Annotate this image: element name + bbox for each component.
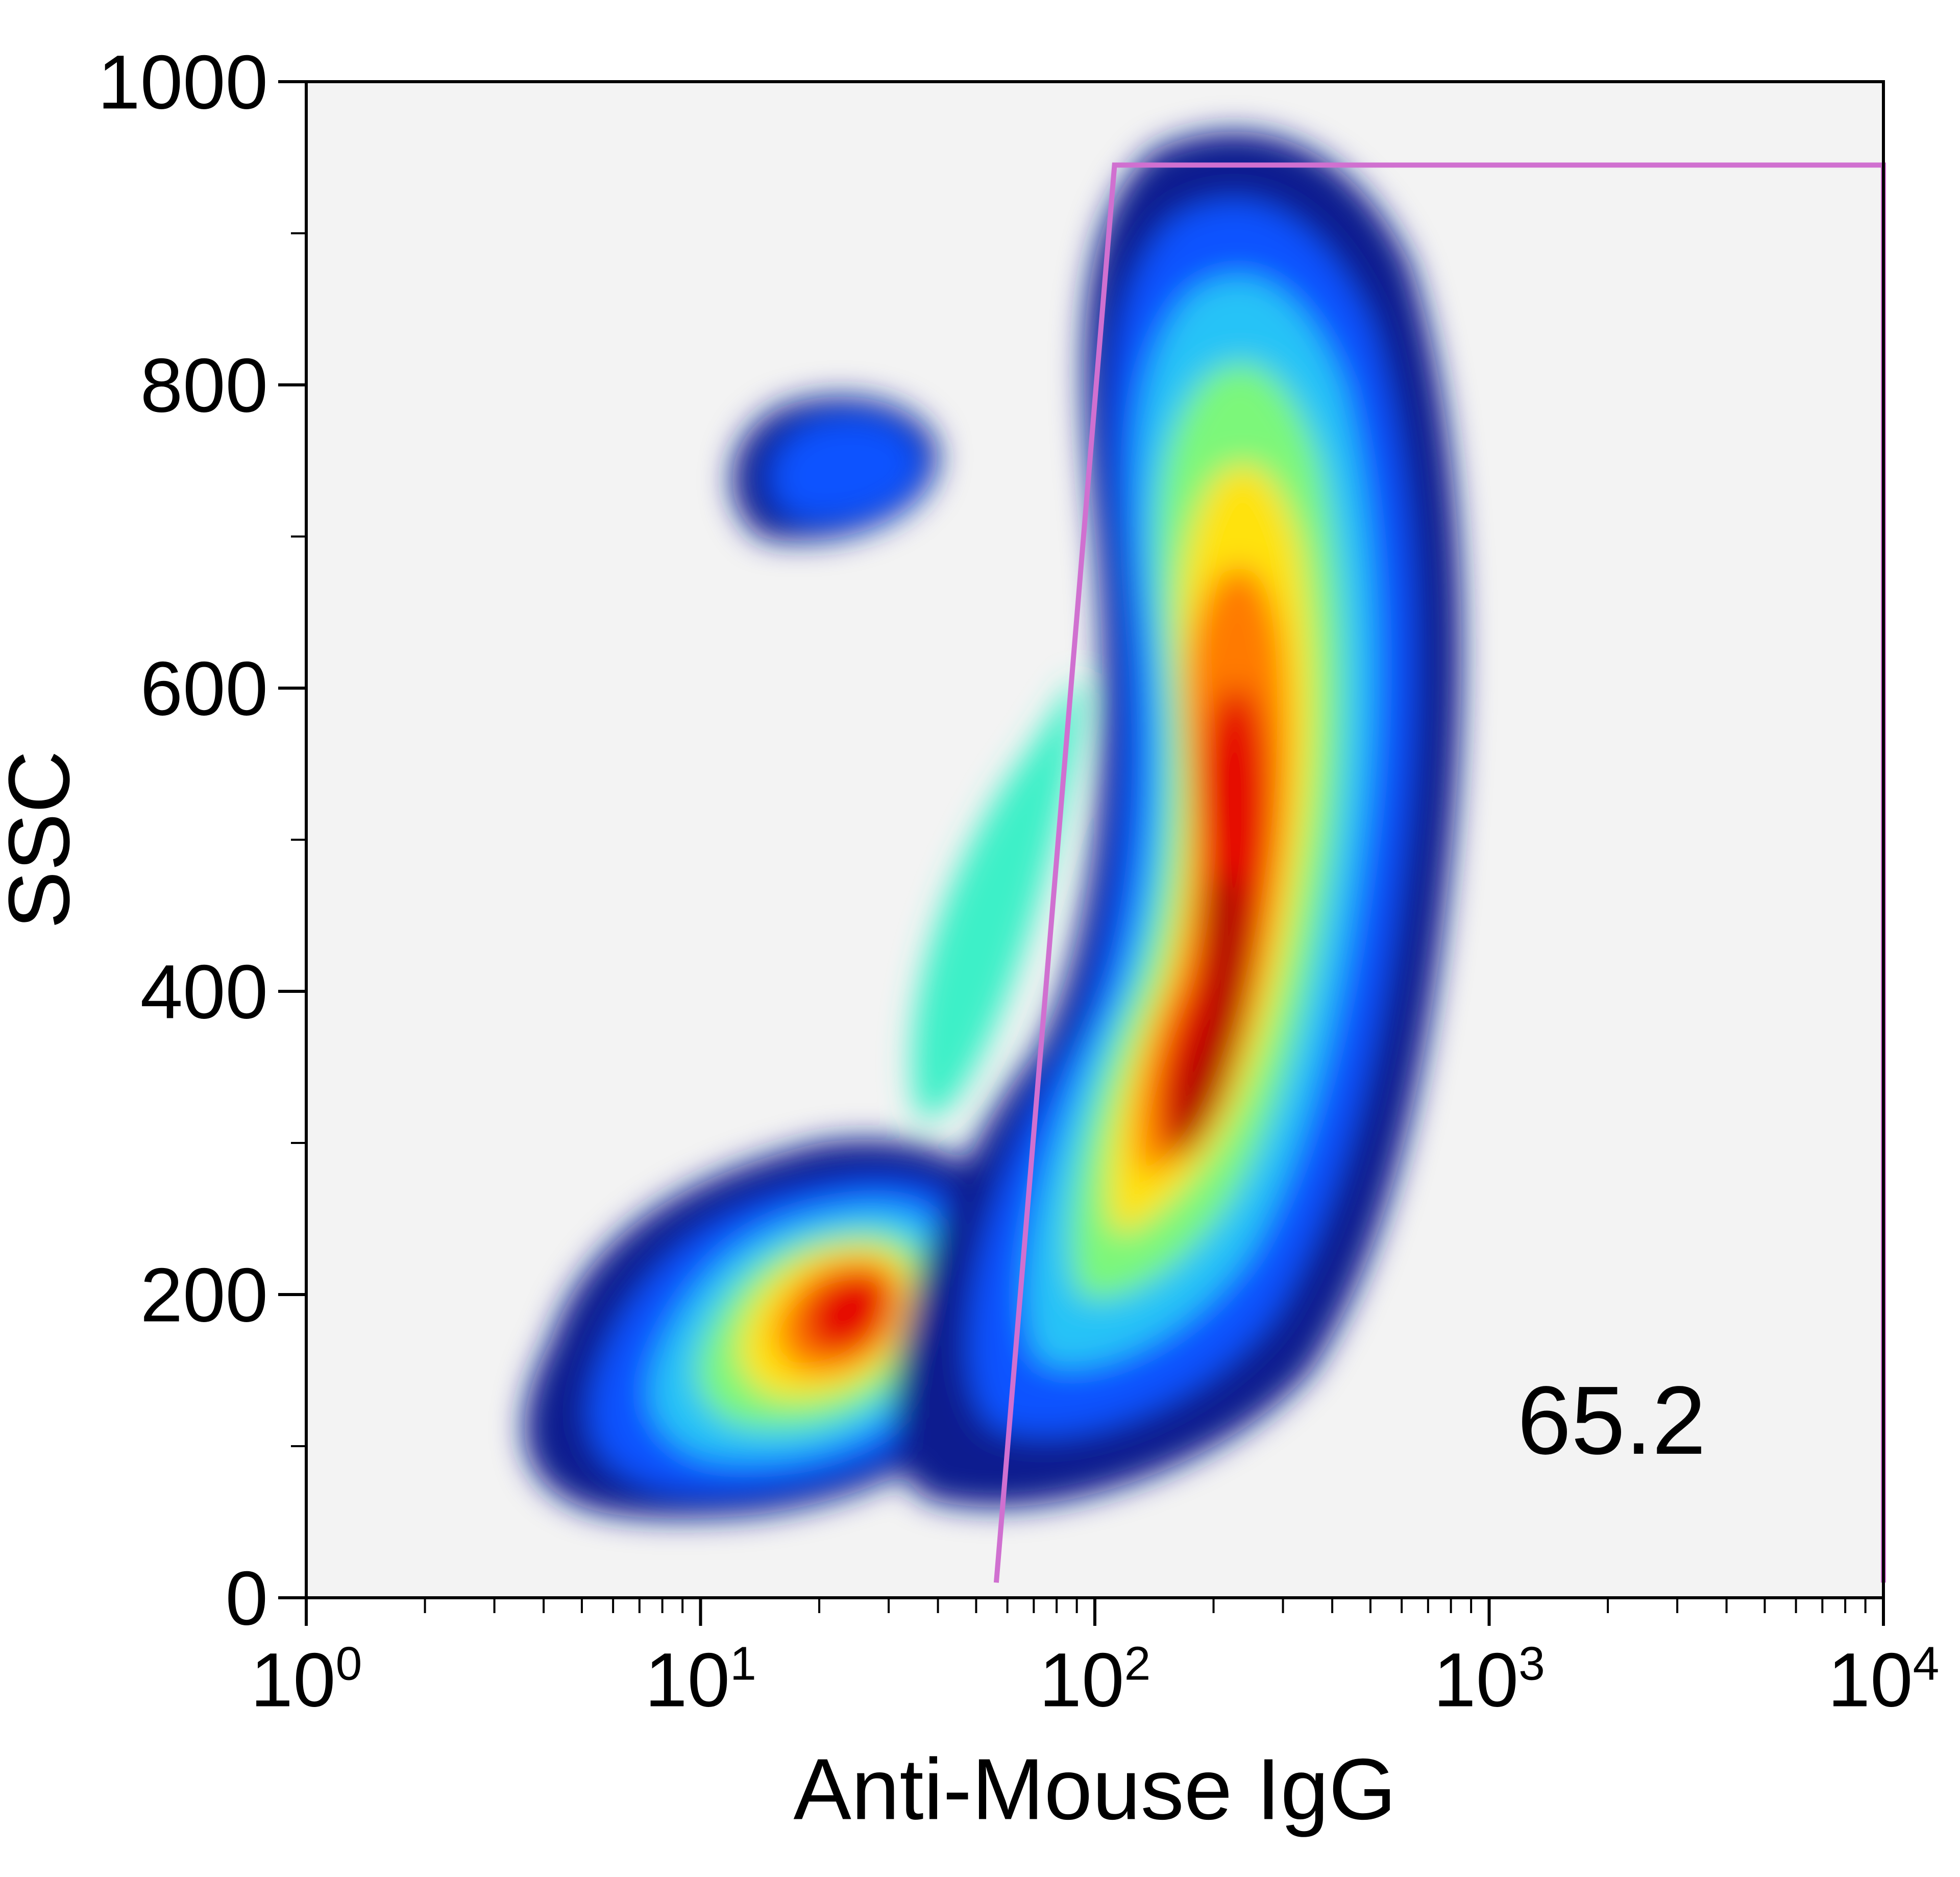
y-tick-label: 600 [140, 646, 268, 732]
x-tick-label: 100 [251, 1637, 362, 1723]
x-tick-label: 104 [1828, 1637, 1940, 1723]
gate-percent-label: 65.2 [1517, 1367, 1706, 1475]
flow-cytometry-plot: 65.2 100 101 102 103 104 0 200 400 600 800 1000 A… [0, 0, 1960, 1877]
y-tick-label: 800 [140, 343, 268, 428]
x-tick-label: 103 [1433, 1637, 1545, 1723]
y-tick-label: 1000 [97, 39, 268, 125]
x-axis-label: Anti-Mouse IgG [793, 1741, 1396, 1838]
x-tick-label: 102 [1039, 1637, 1151, 1723]
y-axis: 0 200 400 600 800 1000 [97, 39, 306, 1641]
x-tick-label: 101 [645, 1637, 756, 1723]
y-tick-label: 400 [140, 949, 268, 1035]
y-axis-label: SSC [0, 750, 88, 929]
y-tick-label: 200 [140, 1252, 268, 1338]
x-axis: 100 101 102 103 104 [251, 1598, 1940, 1723]
y-tick-label: 0 [226, 1555, 268, 1641]
